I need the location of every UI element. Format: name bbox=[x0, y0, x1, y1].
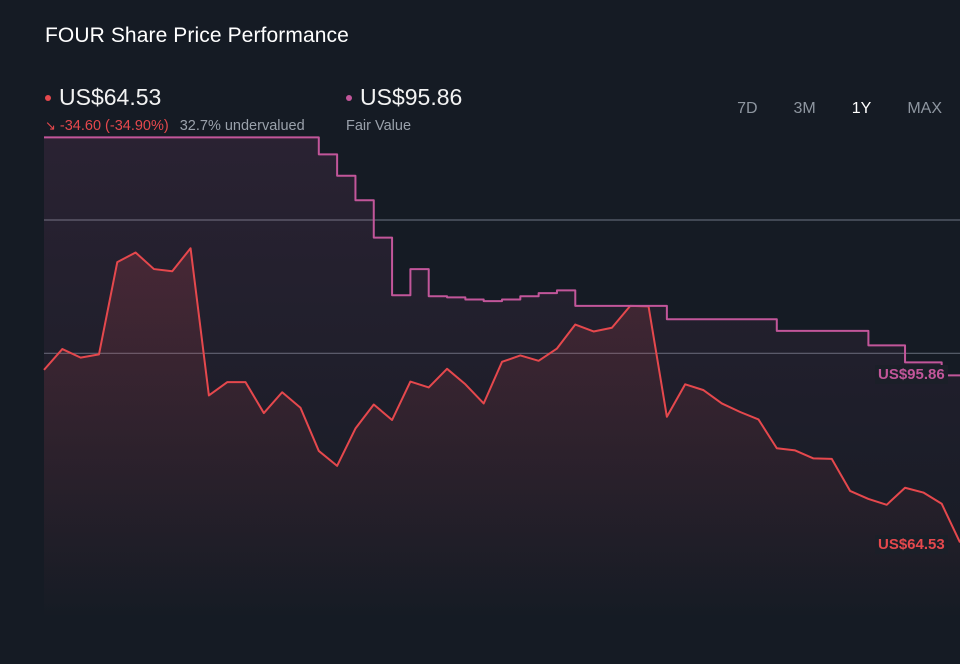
tab-3m[interactable]: 3M bbox=[793, 100, 816, 117]
fair-value-value: US$95.86 bbox=[360, 84, 463, 110]
price-end-label: US$64.53 bbox=[875, 534, 948, 554]
fair-value-series-line bbox=[44, 136, 960, 377]
tab-max[interactable]: MAX bbox=[907, 100, 942, 117]
price-dot-icon bbox=[45, 94, 51, 101]
price-change-text: -34.60 (-34.90%) bbox=[59, 118, 169, 134]
valuation-note: 32.7% undervalued bbox=[179, 118, 305, 134]
price-legend: US$64.53 ↘ -34.60 (-34.90%) 32.7% underv… bbox=[45, 84, 305, 134]
chart-title: FOUR Share Price Performance bbox=[45, 24, 349, 47]
price-change: ↘ -34.60 (-34.90%) bbox=[45, 118, 169, 134]
fair-value-label: Fair Value bbox=[346, 118, 412, 134]
tab-7d[interactable]: 7D bbox=[737, 100, 758, 117]
time-range-tabs: 7D 3M 1Y MAX bbox=[701, 100, 942, 118]
price-series-line bbox=[43, 247, 960, 543]
down-right-arrow-icon: ↘ bbox=[45, 118, 56, 133]
price-value: US$64.53 bbox=[59, 84, 162, 110]
fair-value-series-area bbox=[44, 137, 960, 621]
fair-value-legend: US$95.86 Fair Value bbox=[346, 84, 462, 134]
fair-value-dot-icon bbox=[346, 94, 352, 101]
fair-value-end-label: US$95.86 bbox=[875, 365, 948, 385]
tab-1y[interactable]: 1Y bbox=[851, 100, 872, 117]
